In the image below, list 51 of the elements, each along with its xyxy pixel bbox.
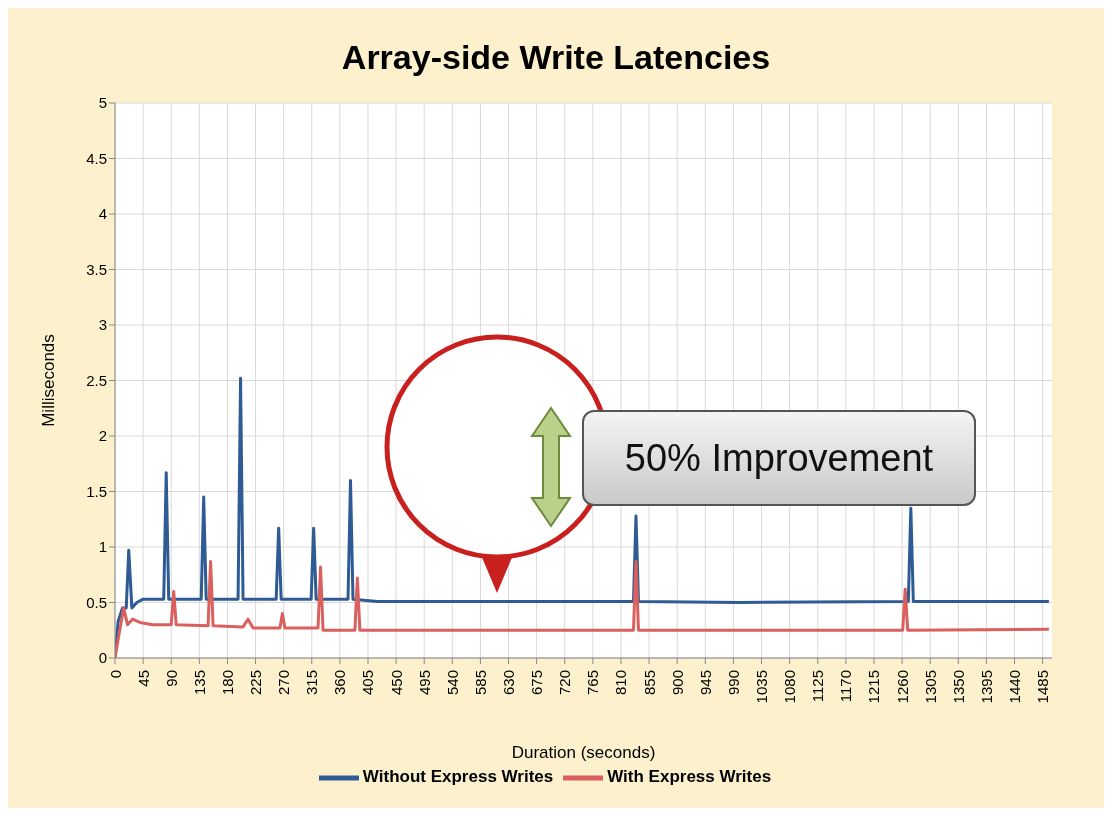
x-tick-label: 45	[134, 670, 152, 687]
x-tick-label: 765	[584, 670, 602, 696]
x-tick-label: 585	[471, 670, 489, 696]
x-tick-label: 1485	[1034, 670, 1052, 704]
x-tick-label: 1395	[977, 670, 995, 704]
x-tick-label: 315	[303, 670, 321, 696]
x-tick-label: 540	[443, 670, 461, 696]
x-tick-label: 855	[640, 670, 658, 696]
x-tick-label: 1305	[921, 670, 939, 704]
x-axis-title: Duration (seconds)	[511, 743, 656, 762]
x-tick-label: 225	[247, 670, 265, 696]
x-tick-label: 990	[724, 670, 742, 696]
y-tick-label: 2.5	[86, 371, 107, 389]
x-tick-label: 1125	[809, 670, 827, 703]
x-tick-label: 1080	[781, 670, 799, 704]
x-tick-label: 405	[359, 670, 377, 696]
x-tick-label: 270	[275, 670, 293, 696]
y-tick-label: 0	[98, 649, 107, 667]
x-tick-label: 1350	[949, 670, 967, 704]
x-tick-label: 360	[331, 670, 349, 696]
y-axis-title: Milliseconds	[39, 334, 59, 427]
y-tick-label: 1	[98, 538, 107, 556]
chart-title: Array-side Write Latencies	[340, 38, 772, 77]
x-tick-label: 810	[612, 670, 630, 696]
x-tick-label: 450	[387, 670, 405, 696]
x-tick-label: 1035	[753, 670, 771, 704]
x-tick-label: 1440	[1006, 670, 1024, 704]
y-tick-label: 3.5	[86, 260, 107, 278]
y-tick-label: 0.5	[86, 593, 107, 611]
y-tick-label: 3	[98, 316, 107, 334]
x-tick-label: 495	[415, 670, 433, 696]
annotation: 50% Improvement	[624, 436, 934, 480]
x-tick-label: 1215	[865, 670, 883, 704]
x-tick-label: 720	[556, 670, 574, 696]
legend-label: With Express Writes	[607, 767, 772, 787]
legend-label: Without Express Writes	[362, 767, 554, 787]
x-tick-label: 1170	[837, 670, 855, 703]
x-tick-label: 675	[528, 670, 546, 696]
y-tick-label: 2	[98, 427, 107, 445]
y-tick-label: 5	[98, 94, 107, 112]
x-tick-label: 180	[218, 670, 236, 696]
x-tick-label: 90	[162, 670, 180, 687]
x-tick-label: 900	[668, 670, 686, 696]
y-tick-label: 4.5	[86, 149, 107, 167]
x-tick-label: 630	[500, 670, 518, 696]
y-tick-label: 1.5	[86, 482, 107, 500]
x-tick-label: 0	[106, 670, 124, 679]
x-tick-label: 135	[190, 670, 208, 696]
x-tick-label: 1260	[893, 670, 911, 704]
y-tick-label: 4	[98, 205, 107, 223]
x-tick-label: 945	[696, 670, 714, 696]
